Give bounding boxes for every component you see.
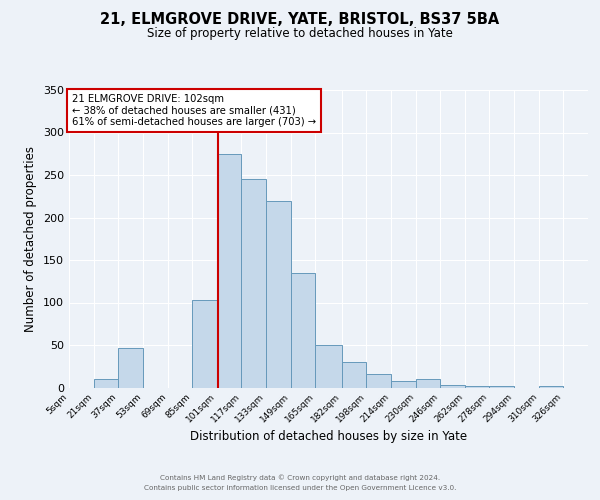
Bar — [118, 348, 143, 388]
Bar — [465, 386, 490, 388]
Y-axis label: Number of detached properties: Number of detached properties — [25, 146, 37, 332]
Bar — [291, 273, 316, 388]
Bar — [490, 386, 514, 388]
Bar — [94, 379, 118, 388]
Text: Contains public sector information licensed under the Open Government Licence v3: Contains public sector information licen… — [144, 485, 456, 491]
Text: Contains HM Land Registry data © Crown copyright and database right 2024.: Contains HM Land Registry data © Crown c… — [160, 474, 440, 481]
Bar — [341, 362, 366, 388]
Bar — [266, 200, 291, 388]
Bar — [366, 374, 391, 388]
Text: Size of property relative to detached houses in Yate: Size of property relative to detached ho… — [147, 28, 453, 40]
Bar — [192, 300, 217, 388]
Bar — [217, 154, 241, 388]
Bar — [316, 345, 341, 388]
Text: 21 ELMGROVE DRIVE: 102sqm
← 38% of detached houses are smaller (431)
61% of semi: 21 ELMGROVE DRIVE: 102sqm ← 38% of detac… — [72, 94, 316, 128]
Bar — [241, 180, 266, 388]
Bar — [391, 380, 416, 388]
X-axis label: Distribution of detached houses by size in Yate: Distribution of detached houses by size … — [190, 430, 467, 443]
Bar — [416, 379, 440, 388]
Bar — [539, 386, 563, 388]
Text: 21, ELMGROVE DRIVE, YATE, BRISTOL, BS37 5BA: 21, ELMGROVE DRIVE, YATE, BRISTOL, BS37 … — [100, 12, 500, 28]
Bar — [440, 385, 465, 388]
